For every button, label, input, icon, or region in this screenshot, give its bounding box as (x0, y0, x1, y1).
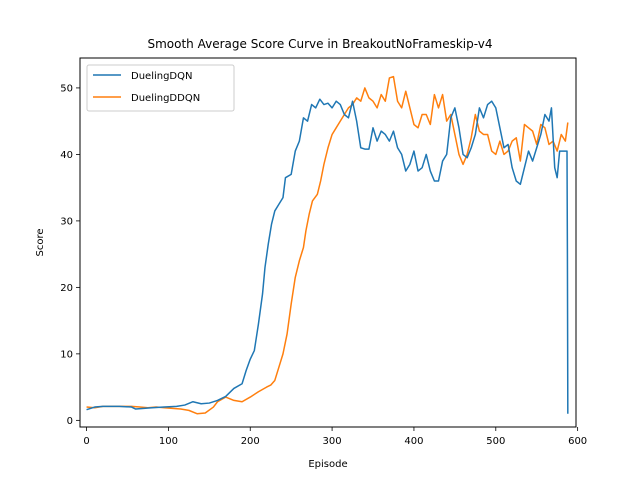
y-tick-label: 30 (60, 216, 73, 227)
y-tick-label: 50 (60, 83, 73, 94)
x-tick-label: 400 (404, 436, 423, 447)
legend-label-dueling-dqn: DuelingDQN (131, 71, 192, 82)
x-tick-label: 600 (568, 436, 587, 447)
x-tick-label: 300 (323, 436, 342, 447)
plot-area (79, 57, 577, 428)
y-tick-label: 40 (60, 150, 73, 161)
axes-frame (79, 57, 577, 428)
x-axis-ticks: 0 100 200 300 400 500 600 (83, 427, 587, 447)
legend: DuelingDQN DuelingDDQN (86, 64, 235, 112)
x-tick-label: 200 (241, 436, 260, 447)
x-axis-title: Episode (308, 459, 347, 470)
series-layer (86, 75, 569, 415)
legend-label-dueling-ddqn: DuelingDDQN (131, 93, 200, 104)
y-tick-label: 10 (60, 349, 73, 360)
y-axis-ticks: 0 10 20 30 40 50 (60, 83, 80, 427)
y-tick-label: 0 (67, 416, 73, 427)
x-tick-label: 0 (83, 436, 89, 447)
x-tick-label: 100 (159, 436, 178, 447)
legend-box (86, 64, 235, 112)
y-tick-label: 20 (60, 283, 73, 294)
series-line-duelingdqn (86, 98, 569, 414)
chart-title: Smooth Average Score Curve in BreakoutNo… (147, 37, 492, 51)
x-tick-label: 500 (486, 436, 505, 447)
y-axis-title: Score (35, 228, 46, 256)
